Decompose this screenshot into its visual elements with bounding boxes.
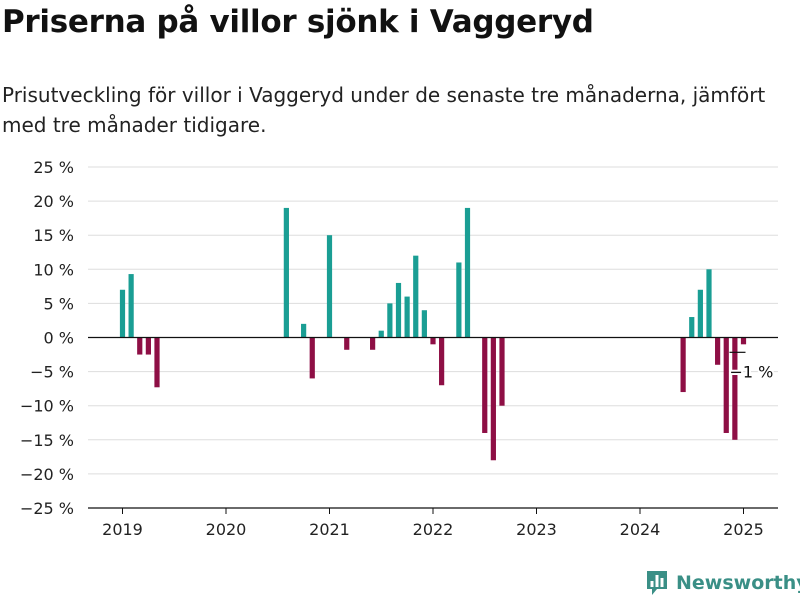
brand-name: Newsworthy (676, 572, 800, 594)
y-axis-tick-labels: 25 % 20 % 15 % 10 % 5 % 0 % −5 % −10 % −15 % −20 … (20, 158, 74, 518)
bar (370, 337, 376, 350)
bar (128, 274, 134, 338)
bar (378, 330, 384, 338)
bar (154, 337, 160, 388)
x-axis: 2019 2020 2021 2022 2023 2024 2025 (88, 507, 778, 539)
bar (413, 255, 419, 338)
y-tick-label: −10 % (20, 397, 74, 416)
bar (283, 207, 289, 338)
x-tick-label: 2019 (102, 520, 143, 539)
brand-logo[interactable]: Newsworthy (645, 569, 800, 597)
bar (326, 235, 333, 338)
bars (119, 207, 747, 461)
bar (715, 337, 721, 365)
bar (723, 337, 729, 433)
x-tick-label: 2022 (413, 520, 454, 539)
bar (387, 303, 393, 338)
bar (482, 337, 488, 433)
annotation-label: −1 % (730, 362, 774, 381)
bar (145, 337, 151, 355)
bar (706, 269, 712, 338)
x-tick-label: 2023 (516, 520, 557, 539)
bar (689, 317, 695, 338)
bar (499, 337, 505, 406)
bar-chart: 25 % 20 % 15 % 10 % 5 % 0 % −5 % −10 % −15 % −20 … (20, 158, 778, 539)
bar (680, 337, 686, 393)
y-tick-label: −20 % (20, 465, 74, 484)
bar (309, 337, 315, 379)
bar (301, 323, 307, 338)
x-tick-label: 2020 (206, 520, 247, 539)
y-tick-label: −5 % (30, 363, 74, 382)
bar (697, 289, 703, 338)
y-tick-label: −15 % (20, 431, 74, 450)
y-tick-label: 15 % (33, 226, 74, 245)
y-tick-label: 25 % (33, 158, 74, 177)
y-tick-label: 5 % (44, 294, 74, 313)
bar (464, 207, 471, 338)
bar (344, 337, 350, 350)
y-tick-label: 10 % (33, 260, 74, 279)
bar (456, 262, 462, 338)
bar (421, 310, 427, 338)
chart-subtitle: Prisutveckling för villor i Vaggeryd und… (2, 83, 766, 137)
annotation-layer: −1 % (728, 351, 775, 383)
x-tick-label: 2021 (309, 520, 350, 539)
chart-title: Priserna på villor sjönk i Vaggeryd (2, 4, 594, 40)
bar-chart-logo-icon (647, 571, 667, 595)
y-tick-label: 0 % (44, 329, 74, 348)
x-tick-label: 2025 (723, 520, 764, 539)
bar (430, 337, 436, 345)
bar (740, 337, 747, 345)
bar (732, 337, 738, 440)
bar (490, 337, 496, 461)
bar (137, 337, 143, 355)
bar (404, 296, 410, 338)
bar (439, 337, 445, 386)
x-tick-label: 2024 (620, 520, 661, 539)
y-tick-label: −25 % (20, 499, 74, 518)
bar (119, 289, 126, 338)
y-tick-label: 20 % (33, 192, 74, 211)
bar (395, 282, 402, 338)
